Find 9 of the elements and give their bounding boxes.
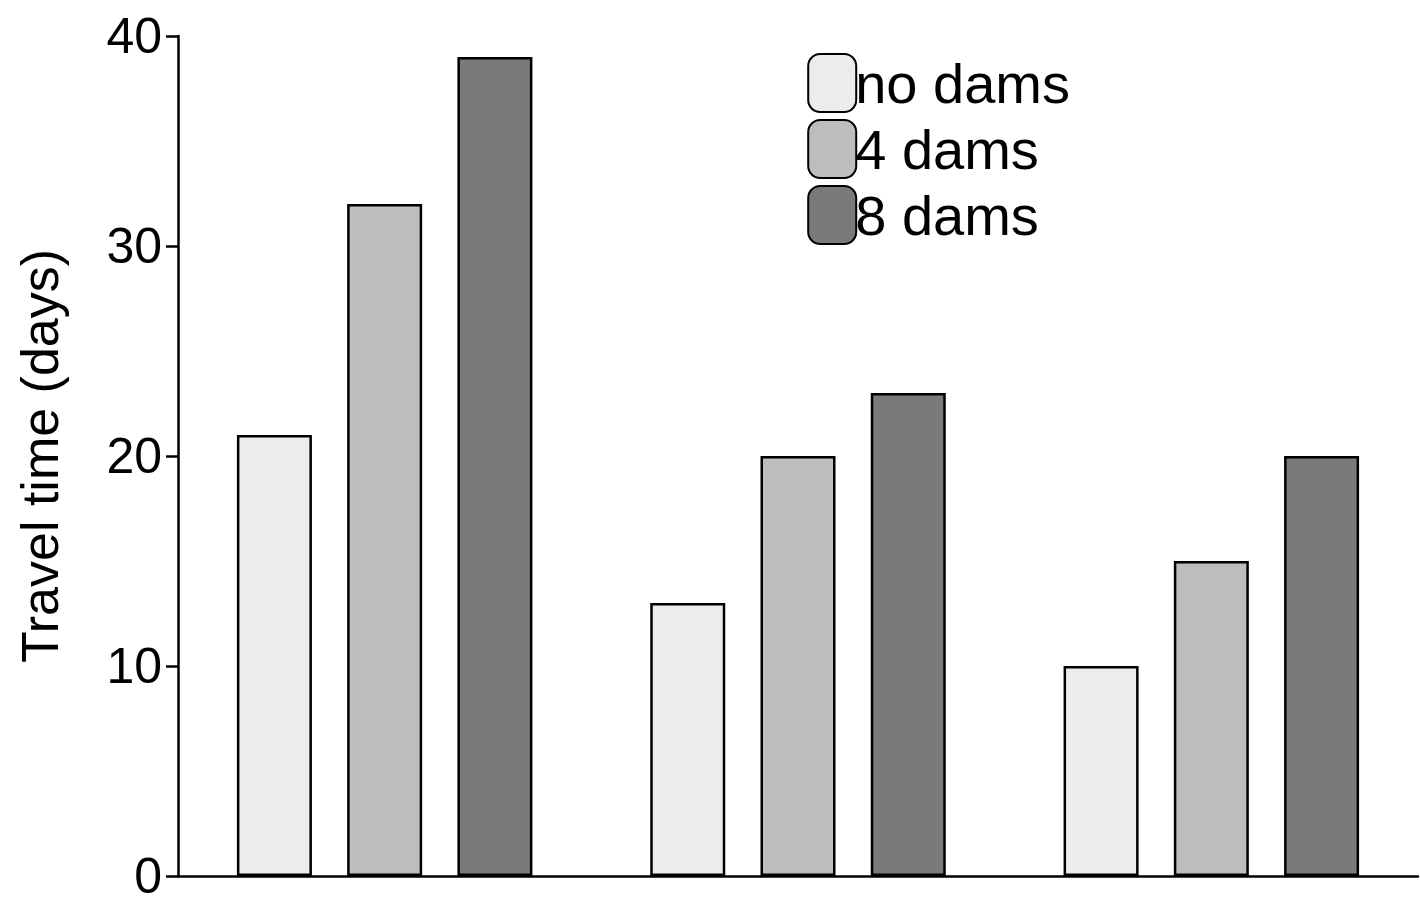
y-tick-label: 30 (106, 218, 162, 274)
y-tick-label: 10 (106, 638, 162, 694)
y-tick-label: 40 (106, 8, 162, 64)
legend-label: 8 dams (855, 183, 1039, 247)
y-tick-label: 0 (134, 848, 162, 901)
legend-label: no dams (855, 51, 1071, 115)
y-axis-title: Travel time (days) (11, 248, 69, 664)
y-tick-label: 20 (106, 428, 162, 484)
legend-label: 4 dams (855, 117, 1039, 181)
